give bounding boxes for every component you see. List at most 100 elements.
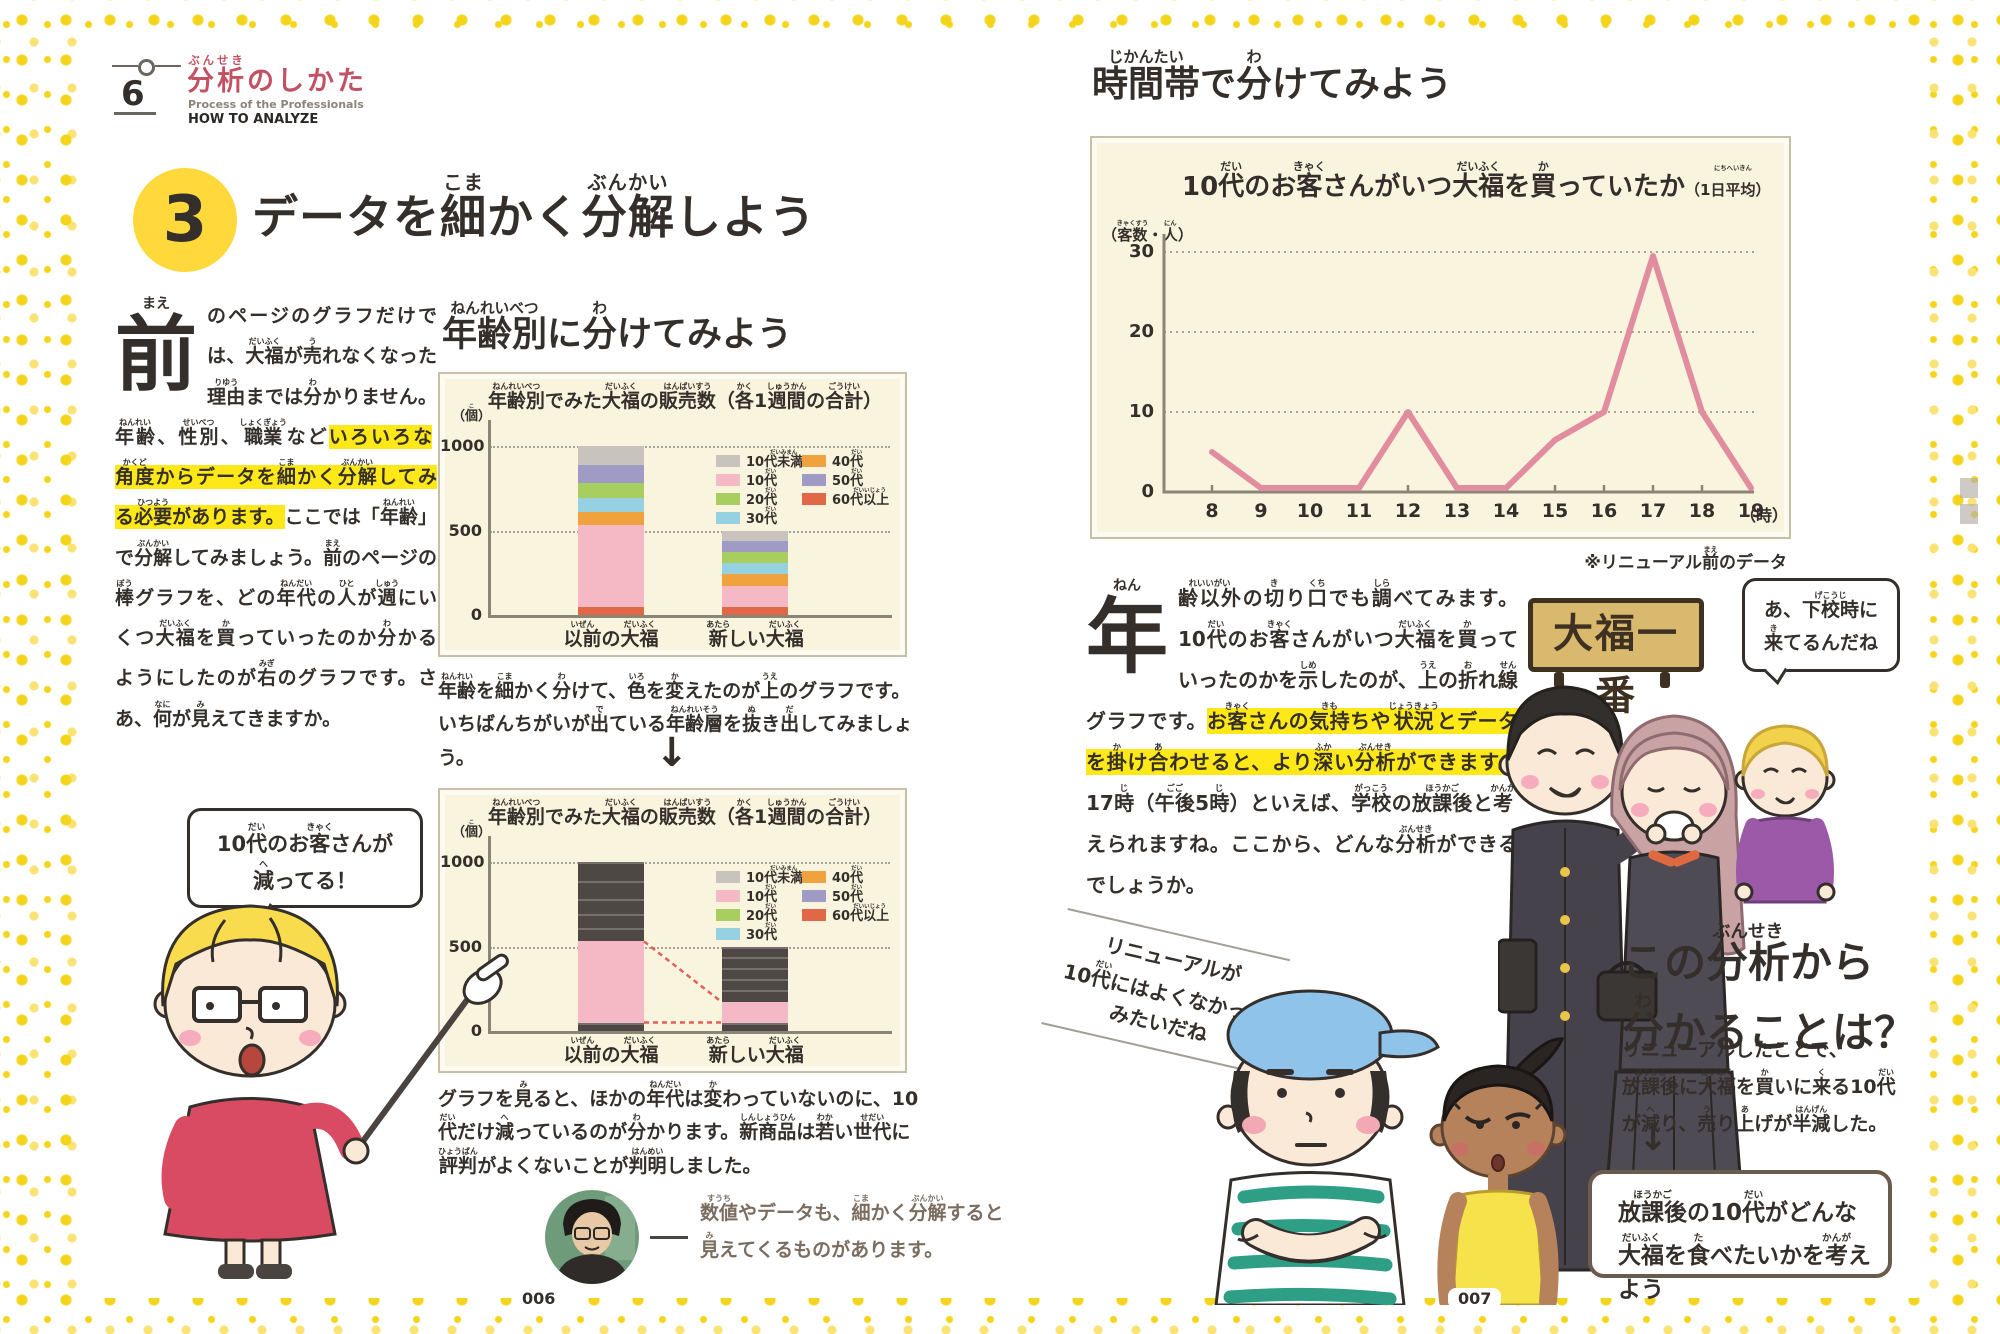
bar-segment (722, 541, 788, 553)
x-tick-label: 8 (1205, 500, 1219, 522)
y-tick-label: 30 (1128, 241, 1154, 262)
analysis-heading: この分析ぶんせきから 分わかることは？ (1622, 922, 1922, 1061)
pointer-stick (352, 982, 481, 1155)
bar-segment (578, 483, 644, 499)
blue-cap (1226, 989, 1394, 1081)
legend-swatch (716, 512, 740, 524)
mentor-caption-line (650, 1236, 688, 1239)
conclusion-line1: 放課後ほうかごの10代だいがどんな (1618, 1190, 1858, 1226)
x-tick-label: 18 (1688, 500, 1716, 522)
x-category-label: 以前いぜんの大福だいふく (563, 1036, 659, 1066)
page-number-left: 006 (512, 1288, 566, 1309)
time-paragraph: 年ねん 齢以外れいいがいの切きり口くちでも調しらべてみます。10代だいのお客きゃく… (1086, 578, 1518, 906)
x-tick-label: 10 (1296, 500, 1324, 522)
y-axis (488, 420, 491, 617)
caption-between-charts: 年齢ねんれいを細こまかく分わけて、色いろを変かえたのが上うえのグラフです。いちば… (438, 672, 913, 769)
x-axis (488, 615, 892, 618)
intro-dropcap: 前まえ (115, 296, 198, 403)
x-tick-label: 12 (1394, 500, 1422, 522)
x-tick-label: 11 (1345, 500, 1373, 522)
gridline (490, 446, 890, 448)
bar-segment (578, 862, 644, 881)
girl-topknot (1513, 1037, 1565, 1077)
x-category-label: 新あたらしい大福だいふく (706, 620, 804, 650)
bar-segment (722, 574, 788, 587)
page-number-right: 007 (1448, 1288, 1502, 1309)
bar-segment (578, 511, 644, 526)
x-tick-label: 9 (1254, 500, 1268, 522)
bar-segment (722, 957, 788, 969)
chart-note: ※リニューアル前まえのデータ (1584, 545, 1787, 573)
time-dropcap: 年ねん (1086, 578, 1169, 685)
bar-segment (722, 1002, 788, 1023)
girl-hair (1442, 1064, 1554, 1122)
y-axis (488, 836, 491, 1033)
bar-segment (578, 899, 644, 915)
stacked-bar-chart-highlighted: 年齢別ねんれいべつでみた大福だいふくの販売数はんばいすう（各かく1週間しゅうかん… (438, 788, 907, 1073)
y-tick-label: 1000 (440, 852, 485, 871)
bar-segment (722, 552, 788, 564)
time-heading: 時間帯じかんたいで分わけてみよう (1092, 48, 1453, 105)
chapter-icon-ring (138, 59, 155, 76)
stacked-bar-chart-before: 年齢別ねんれいべつでみた大福だいふくの販売数はんばいすう（各かく1週間しゅうかん… (438, 372, 907, 657)
legend-label: 10代だい (746, 885, 778, 905)
mentor-comment-line2: 見みえてくるものがあります。 (700, 1231, 944, 1262)
conclusion-box: 放課後ほうかごの10代だいがどんな 大福だいふくを食たべたいかを考かんがえよう (1588, 1170, 1892, 1303)
shop-sign: 大福一番 (1528, 598, 1704, 719)
bar-segment (578, 498, 644, 512)
analysis-text-line1: リニューアルしたことで、 (1622, 1039, 1848, 1061)
age-subheading: 年齢別ねんれいべつに分わけてみよう (442, 300, 793, 355)
legend-label: 50代だい (832, 885, 864, 905)
legend-swatch (716, 493, 740, 505)
highlight-connector-lines (643, 940, 723, 1024)
kid-hair (1741, 724, 1829, 777)
y-tick-label: 0 (470, 1021, 482, 1040)
x-tick-label: 17 (1639, 500, 1667, 522)
legend-label: 20代だい (746, 904, 778, 924)
edge-tab (1960, 478, 1978, 498)
time-text-post: 17時じ（午後ごご5時じ）といえば、学校がっこうの放課後ほうかごと考かんがえられ… (1086, 783, 1519, 897)
bar-segment (722, 979, 788, 991)
chapter-header: 6 分析ぶんせきのしかた Process of the Professional… (112, 53, 472, 127)
mentor-comment-line1: 数値すうちやデータも、細こまかく分解ぶんかいすると (700, 1194, 1004, 1224)
legend-swatch (802, 474, 826, 486)
legend-label: 30代だい (746, 507, 778, 527)
y-tick-label: 20 (1128, 321, 1154, 342)
analysis-heading-line2: 分わかることは？ (1622, 991, 1917, 1057)
y-axis-unit: （個こ） (452, 404, 492, 424)
x-category-label: 以前いぜんの大福だいふく (563, 620, 659, 650)
y-tick-label: 500 (448, 936, 482, 956)
legend-label: 10代未満だいみまん (746, 866, 804, 886)
bar-segment (578, 927, 644, 942)
y-tick-label: 0 (470, 605, 482, 624)
pointing-boy-illustration (153, 904, 509, 1279)
chart-title: 年齢別ねんれいべつでみた大福だいふくの販売数はんばいすう（各かく1週間しゅうかん… (487, 798, 883, 828)
gridline (490, 946, 890, 949)
bar-segment (578, 880, 644, 900)
analysis-heading-line1: この分析ぶんせきから (1622, 922, 1875, 987)
legend-label: 10代だい (746, 469, 778, 489)
analysis-text: リニューアルしたことで、 放課後ほうかごに大福だいふくを買かいに来くる10代だい… (1622, 1034, 1902, 1141)
x-tick-label: 13 (1443, 500, 1471, 522)
legend-swatch (716, 871, 740, 883)
y-tick-label: 1000 (440, 436, 485, 455)
conclusion-line2: 大福だいふくを食たべたいかを考かんがえよう (1618, 1233, 1871, 1303)
chapter-icon (155, 65, 181, 67)
speech-bubble: 10代だいのお客きゃくさんが 減へってる！ (187, 808, 423, 921)
y-tick-label: 0 (1141, 481, 1154, 502)
kid-bubble-line1: あ、下校時げこうじに (1763, 591, 1879, 621)
legend-swatch (802, 493, 826, 505)
bar-segment (578, 446, 644, 465)
legend-swatch (802, 909, 826, 921)
intro-text-pre: のページのグラフだけでは、大福だいふくが売うれなくなった理由りゆうまでは分わかり… (115, 305, 437, 448)
speech-bubble-line2: 減へってる！ (253, 860, 357, 893)
x-tick-label: 16 (1590, 500, 1618, 522)
kid-bubble: あ、下校時げこうじに 来きてるんだね (1742, 578, 1900, 686)
chapter-subtitle-caps: HOW TO ANALYZE (188, 112, 319, 127)
y-axis-unit: （個こ） (452, 820, 492, 840)
student-girl-fringe (1618, 731, 1730, 791)
bar-segment (722, 563, 788, 575)
legend-label: 40代だい (832, 450, 864, 470)
edge-tab (1960, 504, 1978, 524)
